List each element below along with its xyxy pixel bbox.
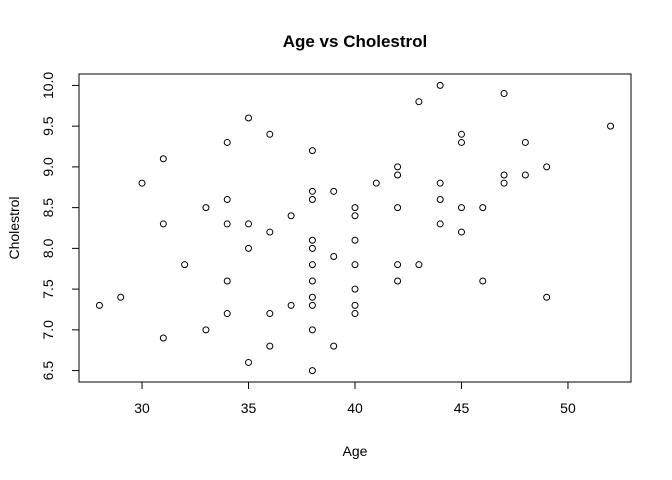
data-point bbox=[308, 187, 316, 195]
data-point bbox=[223, 277, 231, 285]
data-point bbox=[159, 155, 167, 163]
data-point bbox=[351, 212, 359, 220]
data-point bbox=[330, 187, 338, 195]
data-point bbox=[181, 261, 189, 269]
data-point bbox=[159, 334, 167, 342]
data-point bbox=[351, 204, 359, 212]
x-axis: 30 35 40 45 50 bbox=[134, 381, 576, 416]
data-point bbox=[394, 171, 402, 179]
data-point bbox=[266, 310, 274, 318]
data-point bbox=[351, 261, 359, 269]
data-point bbox=[223, 310, 231, 318]
x-axis-label: Age bbox=[343, 443, 368, 459]
data-point bbox=[457, 130, 465, 138]
data-point bbox=[351, 301, 359, 309]
data-point bbox=[287, 301, 295, 309]
data-point bbox=[500, 171, 508, 179]
data-point bbox=[308, 261, 316, 269]
data-point bbox=[436, 179, 444, 187]
data-point bbox=[95, 301, 103, 309]
data-point bbox=[266, 130, 274, 138]
data-point bbox=[500, 90, 508, 98]
data-point bbox=[415, 98, 423, 106]
data-point bbox=[436, 220, 444, 228]
x-tick-label: 50 bbox=[560, 400, 576, 416]
y-tick-label: 7.0 bbox=[40, 320, 56, 340]
data-point bbox=[457, 228, 465, 236]
data-point bbox=[330, 253, 338, 261]
y-tick-label: 9.5 bbox=[40, 116, 56, 136]
data-point bbox=[394, 261, 402, 269]
data-point bbox=[245, 244, 253, 252]
y-axis: 6.5 7.0 7.5 8.0 8.5 9.0 9.5 10.0 bbox=[40, 72, 80, 381]
data-point bbox=[351, 285, 359, 293]
data-point bbox=[159, 220, 167, 228]
data-point bbox=[308, 301, 316, 309]
data-point bbox=[223, 138, 231, 146]
data-point bbox=[202, 326, 210, 334]
data-point bbox=[543, 163, 551, 171]
x-tick-label: 45 bbox=[454, 400, 470, 416]
data-point bbox=[223, 220, 231, 228]
data-point bbox=[308, 244, 316, 252]
data-point bbox=[479, 204, 487, 212]
data-point bbox=[436, 81, 444, 89]
y-axis-label: Cholestrol bbox=[6, 196, 22, 259]
data-point bbox=[223, 195, 231, 203]
x-tick-label: 35 bbox=[241, 400, 257, 416]
data-point bbox=[457, 138, 465, 146]
data-point bbox=[117, 293, 125, 301]
x-tick-label: 40 bbox=[347, 400, 363, 416]
data-point bbox=[308, 236, 316, 244]
data-point bbox=[500, 179, 508, 187]
data-point bbox=[394, 204, 402, 212]
data-point bbox=[266, 342, 274, 350]
data-point bbox=[245, 114, 253, 122]
data-point bbox=[415, 261, 423, 269]
data-point bbox=[351, 236, 359, 244]
y-tick-label: 8.5 bbox=[40, 198, 56, 218]
x-tick-label: 30 bbox=[134, 400, 150, 416]
data-point bbox=[245, 220, 253, 228]
data-point bbox=[266, 228, 274, 236]
data-point bbox=[308, 326, 316, 334]
data-point bbox=[394, 277, 402, 285]
data-point bbox=[287, 212, 295, 220]
data-point bbox=[330, 342, 338, 350]
data-points bbox=[95, 81, 615, 375]
data-point bbox=[521, 171, 529, 179]
data-point bbox=[436, 195, 444, 203]
data-point bbox=[457, 204, 465, 212]
y-tick-label: 9.0 bbox=[40, 157, 56, 177]
data-point bbox=[521, 138, 529, 146]
data-point bbox=[308, 195, 316, 203]
data-point bbox=[202, 204, 210, 212]
data-point bbox=[394, 163, 402, 171]
data-point bbox=[308, 293, 316, 301]
data-point bbox=[308, 277, 316, 285]
data-point bbox=[607, 122, 615, 130]
data-point bbox=[245, 358, 253, 366]
data-point bbox=[543, 293, 551, 301]
chart-title: Age vs Cholestrol bbox=[283, 32, 428, 51]
y-tick-label: 10.0 bbox=[40, 72, 56, 99]
data-point bbox=[372, 179, 380, 187]
y-tick-label: 7.5 bbox=[40, 279, 56, 299]
data-point bbox=[308, 147, 316, 155]
data-point bbox=[479, 277, 487, 285]
y-tick-label: 6.5 bbox=[40, 361, 56, 381]
y-tick-label: 8.0 bbox=[40, 238, 56, 258]
data-point bbox=[351, 310, 359, 318]
data-point bbox=[308, 367, 316, 375]
data-point bbox=[138, 179, 146, 187]
